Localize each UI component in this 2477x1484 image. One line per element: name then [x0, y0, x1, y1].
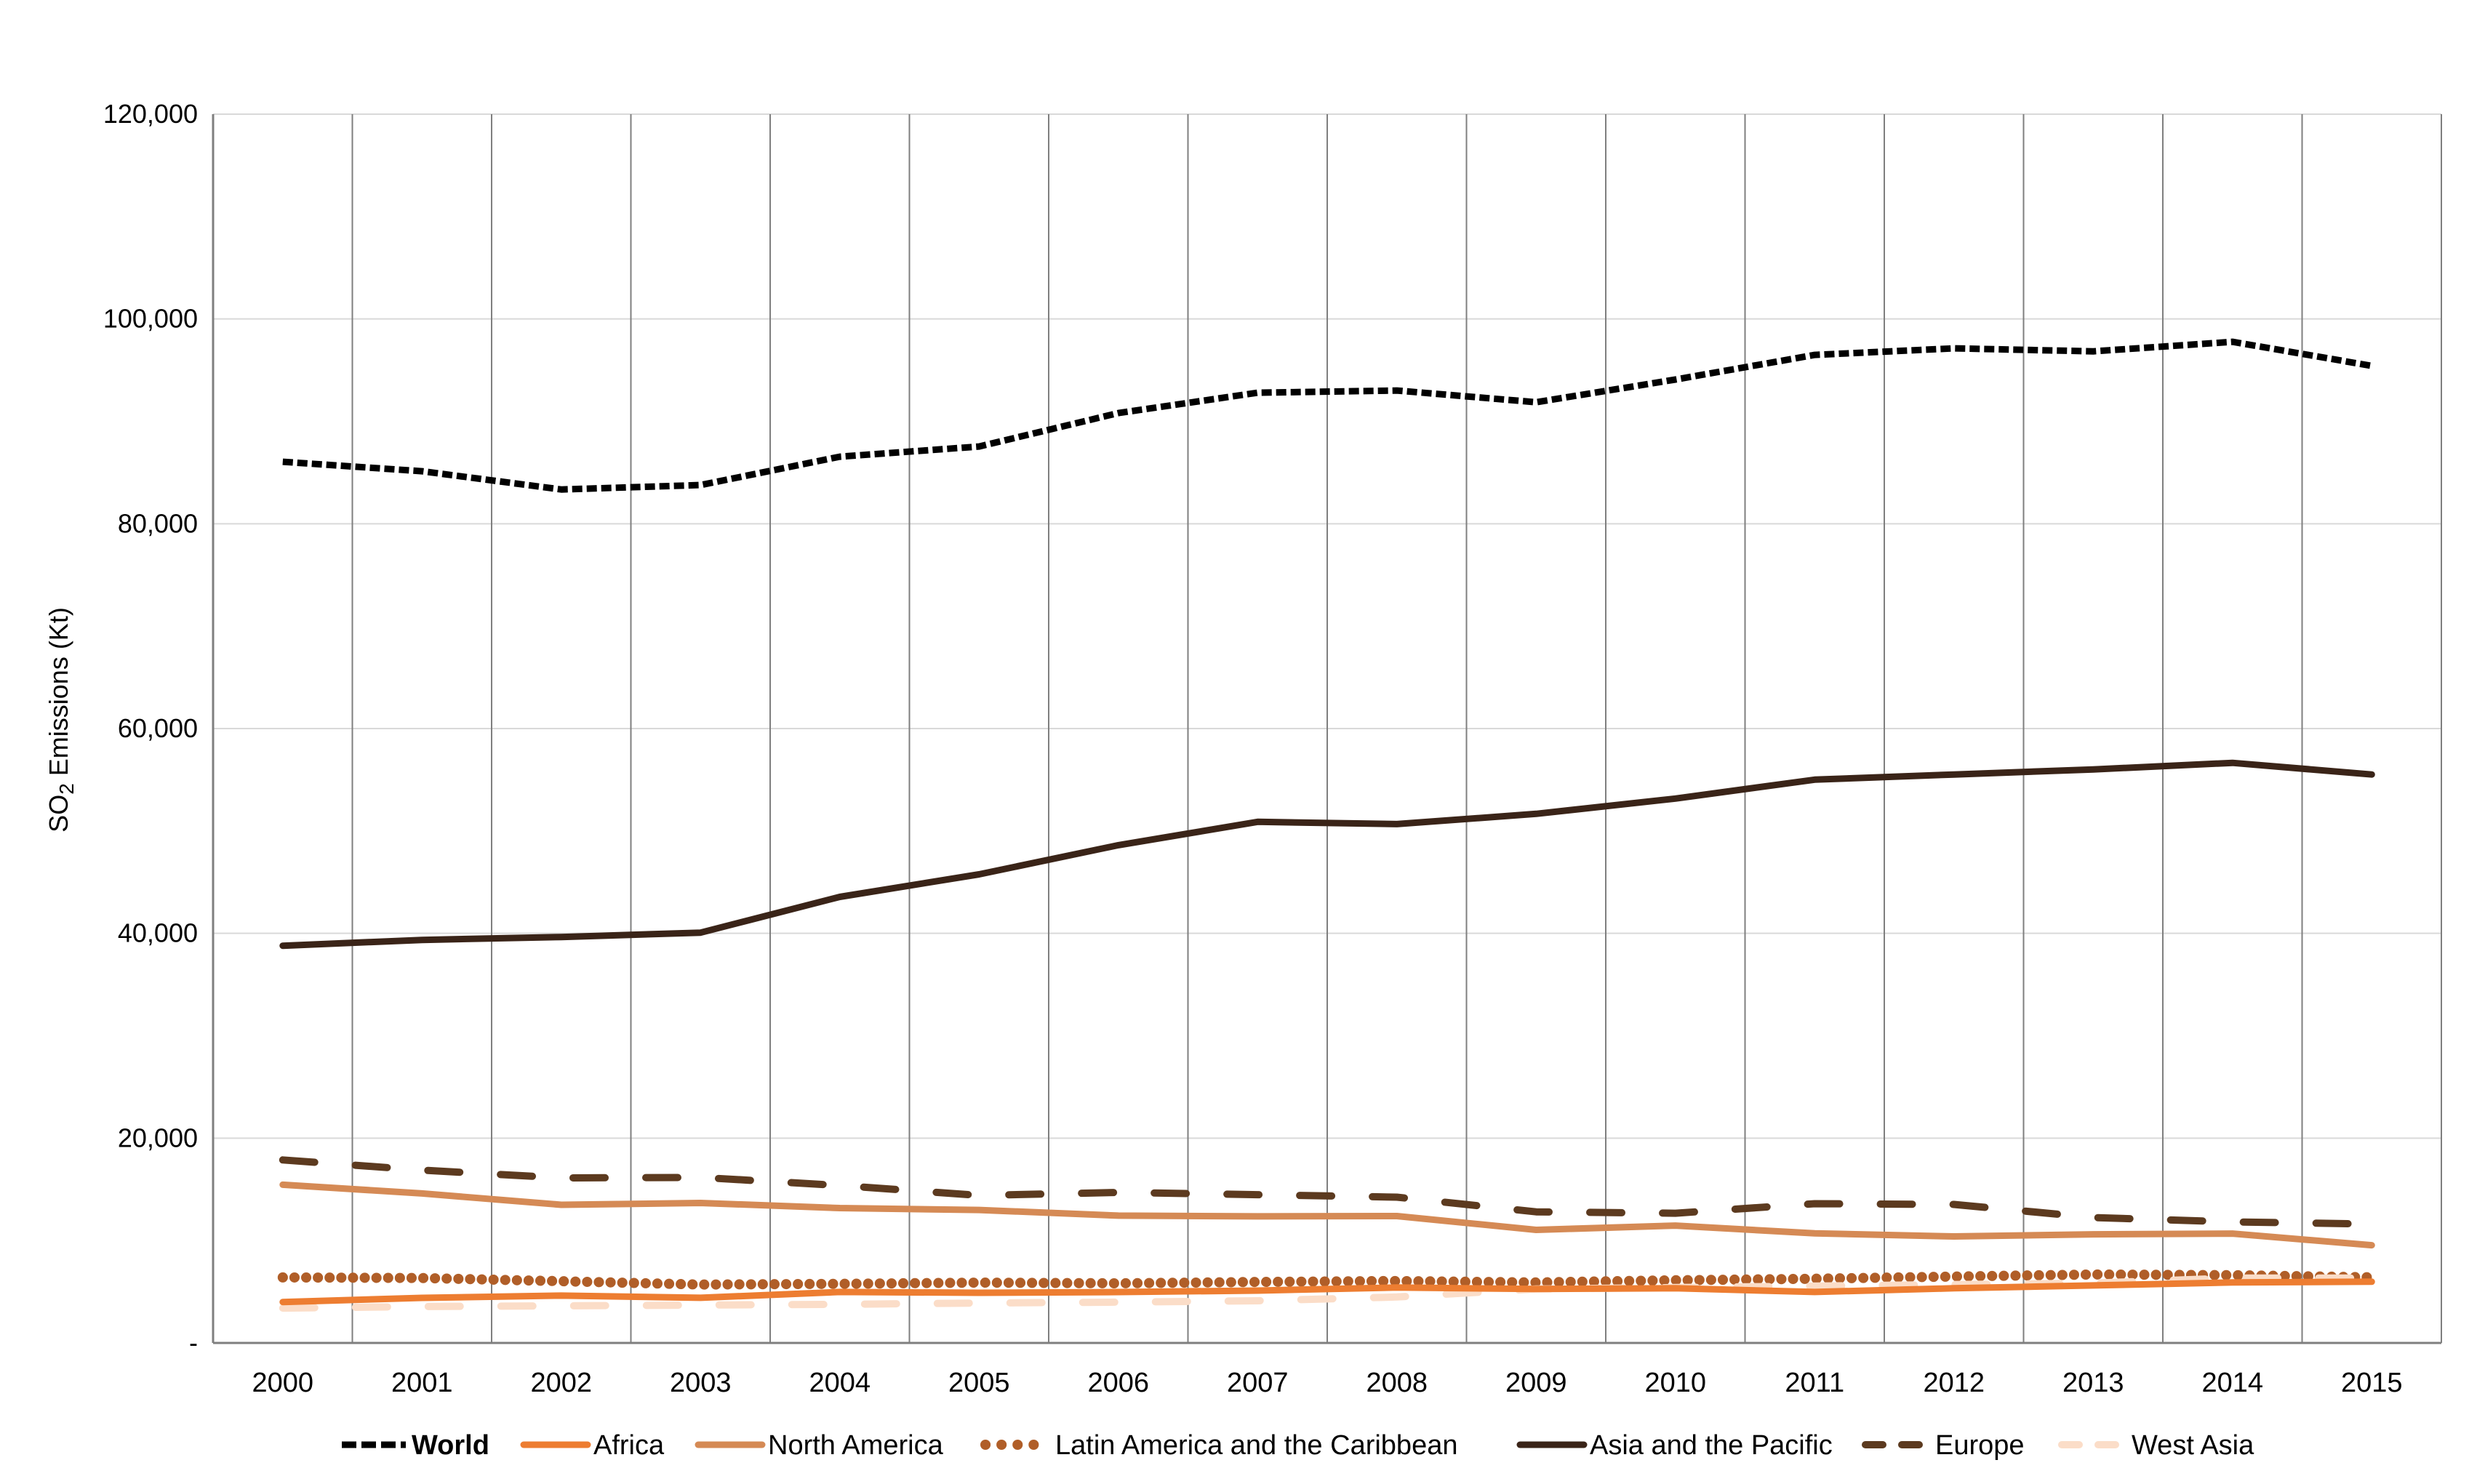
legend-label: North America	[768, 1430, 944, 1461]
legend-item-africa: Africa	[520, 1430, 665, 1461]
series-line-europe	[279, 1156, 2376, 1228]
legend-item-west-asia: West Asia	[2058, 1430, 2254, 1461]
x-tick-label: 2002	[530, 1368, 592, 1398]
x-tick-label: 2015	[2341, 1368, 2403, 1398]
legend-item-europe: Europe	[1862, 1430, 2025, 1461]
x-tick-label: 2013	[2062, 1368, 2124, 1398]
category-dividers	[351, 114, 2303, 1343]
x-tick-label: 2014	[2201, 1368, 2263, 1398]
legend-item-north-america: North America	[695, 1430, 944, 1461]
x-tick-label: 2004	[809, 1368, 871, 1398]
legend-item-latin-america-and-the-caribbean: Latin America and the Caribbean	[980, 1430, 1457, 1461]
y-tick-label: 120,000	[103, 99, 198, 129]
x-tick-label: 2009	[1505, 1368, 1567, 1398]
y-tick-label: 100,000	[103, 304, 198, 334]
x-tick-labels: 2000 2001 2002 2003 2004 2005 2006 2007 2008 2009…	[252, 1368, 2402, 1398]
x-tick-label: 2007	[1227, 1368, 1289, 1398]
legend: World Africa North America Latin America an…	[342, 1430, 2254, 1461]
x-tick-label: 2008	[1366, 1368, 1428, 1398]
x-tick-label: 2005	[948, 1368, 1010, 1398]
legend-label: World	[412, 1430, 489, 1461]
y-axis-title-main: SO	[44, 795, 73, 833]
y-axis-title-subscript: 2	[55, 783, 78, 795]
series-line-asia-and-the-pacific	[279, 759, 2375, 950]
series-line-latin-america-and-the-caribbean	[277, 1269, 2377, 1290]
legend-item-world: World	[342, 1430, 489, 1461]
y-tick-labels: - 20,000 40,000 60,000 80,000 100,000 120,000	[103, 99, 198, 1357]
x-tick-label: 2011	[1785, 1368, 1844, 1398]
legend-item-asia-and-the-pacific: Asia and the Pacific	[1516, 1430, 1833, 1461]
series-lines	[277, 338, 2377, 1312]
y-tick-label: -	[189, 1328, 198, 1357]
x-tick-label: 2003	[670, 1368, 732, 1398]
y-tick-label: 20,000	[118, 1123, 198, 1152]
legend-label: Europe	[1935, 1430, 2025, 1461]
x-tick-label: 2012	[1923, 1368, 1985, 1398]
series-line-africa	[279, 1278, 2375, 1306]
legend-label: Latin America and the Caribbean	[1055, 1430, 1457, 1461]
y-tick-label: 80,000	[118, 508, 198, 538]
y-tick-label: 40,000	[118, 918, 198, 948]
series-line-west-asia	[279, 1274, 2376, 1312]
x-tick-label: 2010	[1644, 1368, 1706, 1398]
series-line-world	[282, 338, 2373, 493]
x-tick-label: 2001	[391, 1368, 453, 1398]
legend-label: Africa	[593, 1430, 665, 1461]
series-line-north-america	[279, 1181, 2375, 1249]
y-axis-title-rest: Emissions (Kt)	[44, 607, 73, 783]
legend-label: Asia and the Pacific	[1590, 1430, 1833, 1461]
legend-label: West Asia	[2132, 1430, 2254, 1461]
x-tick-label: 2006	[1087, 1368, 1149, 1398]
y-tick-label: 60,000	[118, 713, 198, 743]
x-tick-label: 2000	[252, 1368, 313, 1398]
y-axis-title: SO2 Emissions (Kt)	[44, 607, 78, 833]
axes	[212, 114, 2442, 1344]
